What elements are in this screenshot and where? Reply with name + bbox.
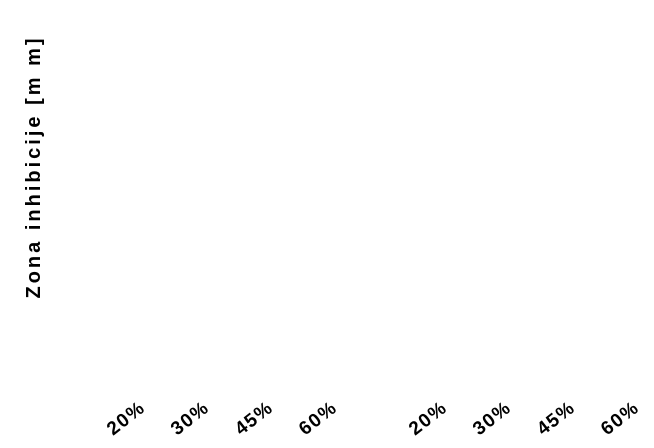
x-axis-group-1: 20% 30% 45% 60%: [103, 397, 341, 440]
y-axis-label: Zona inhibicije [m m]: [23, 35, 45, 298]
